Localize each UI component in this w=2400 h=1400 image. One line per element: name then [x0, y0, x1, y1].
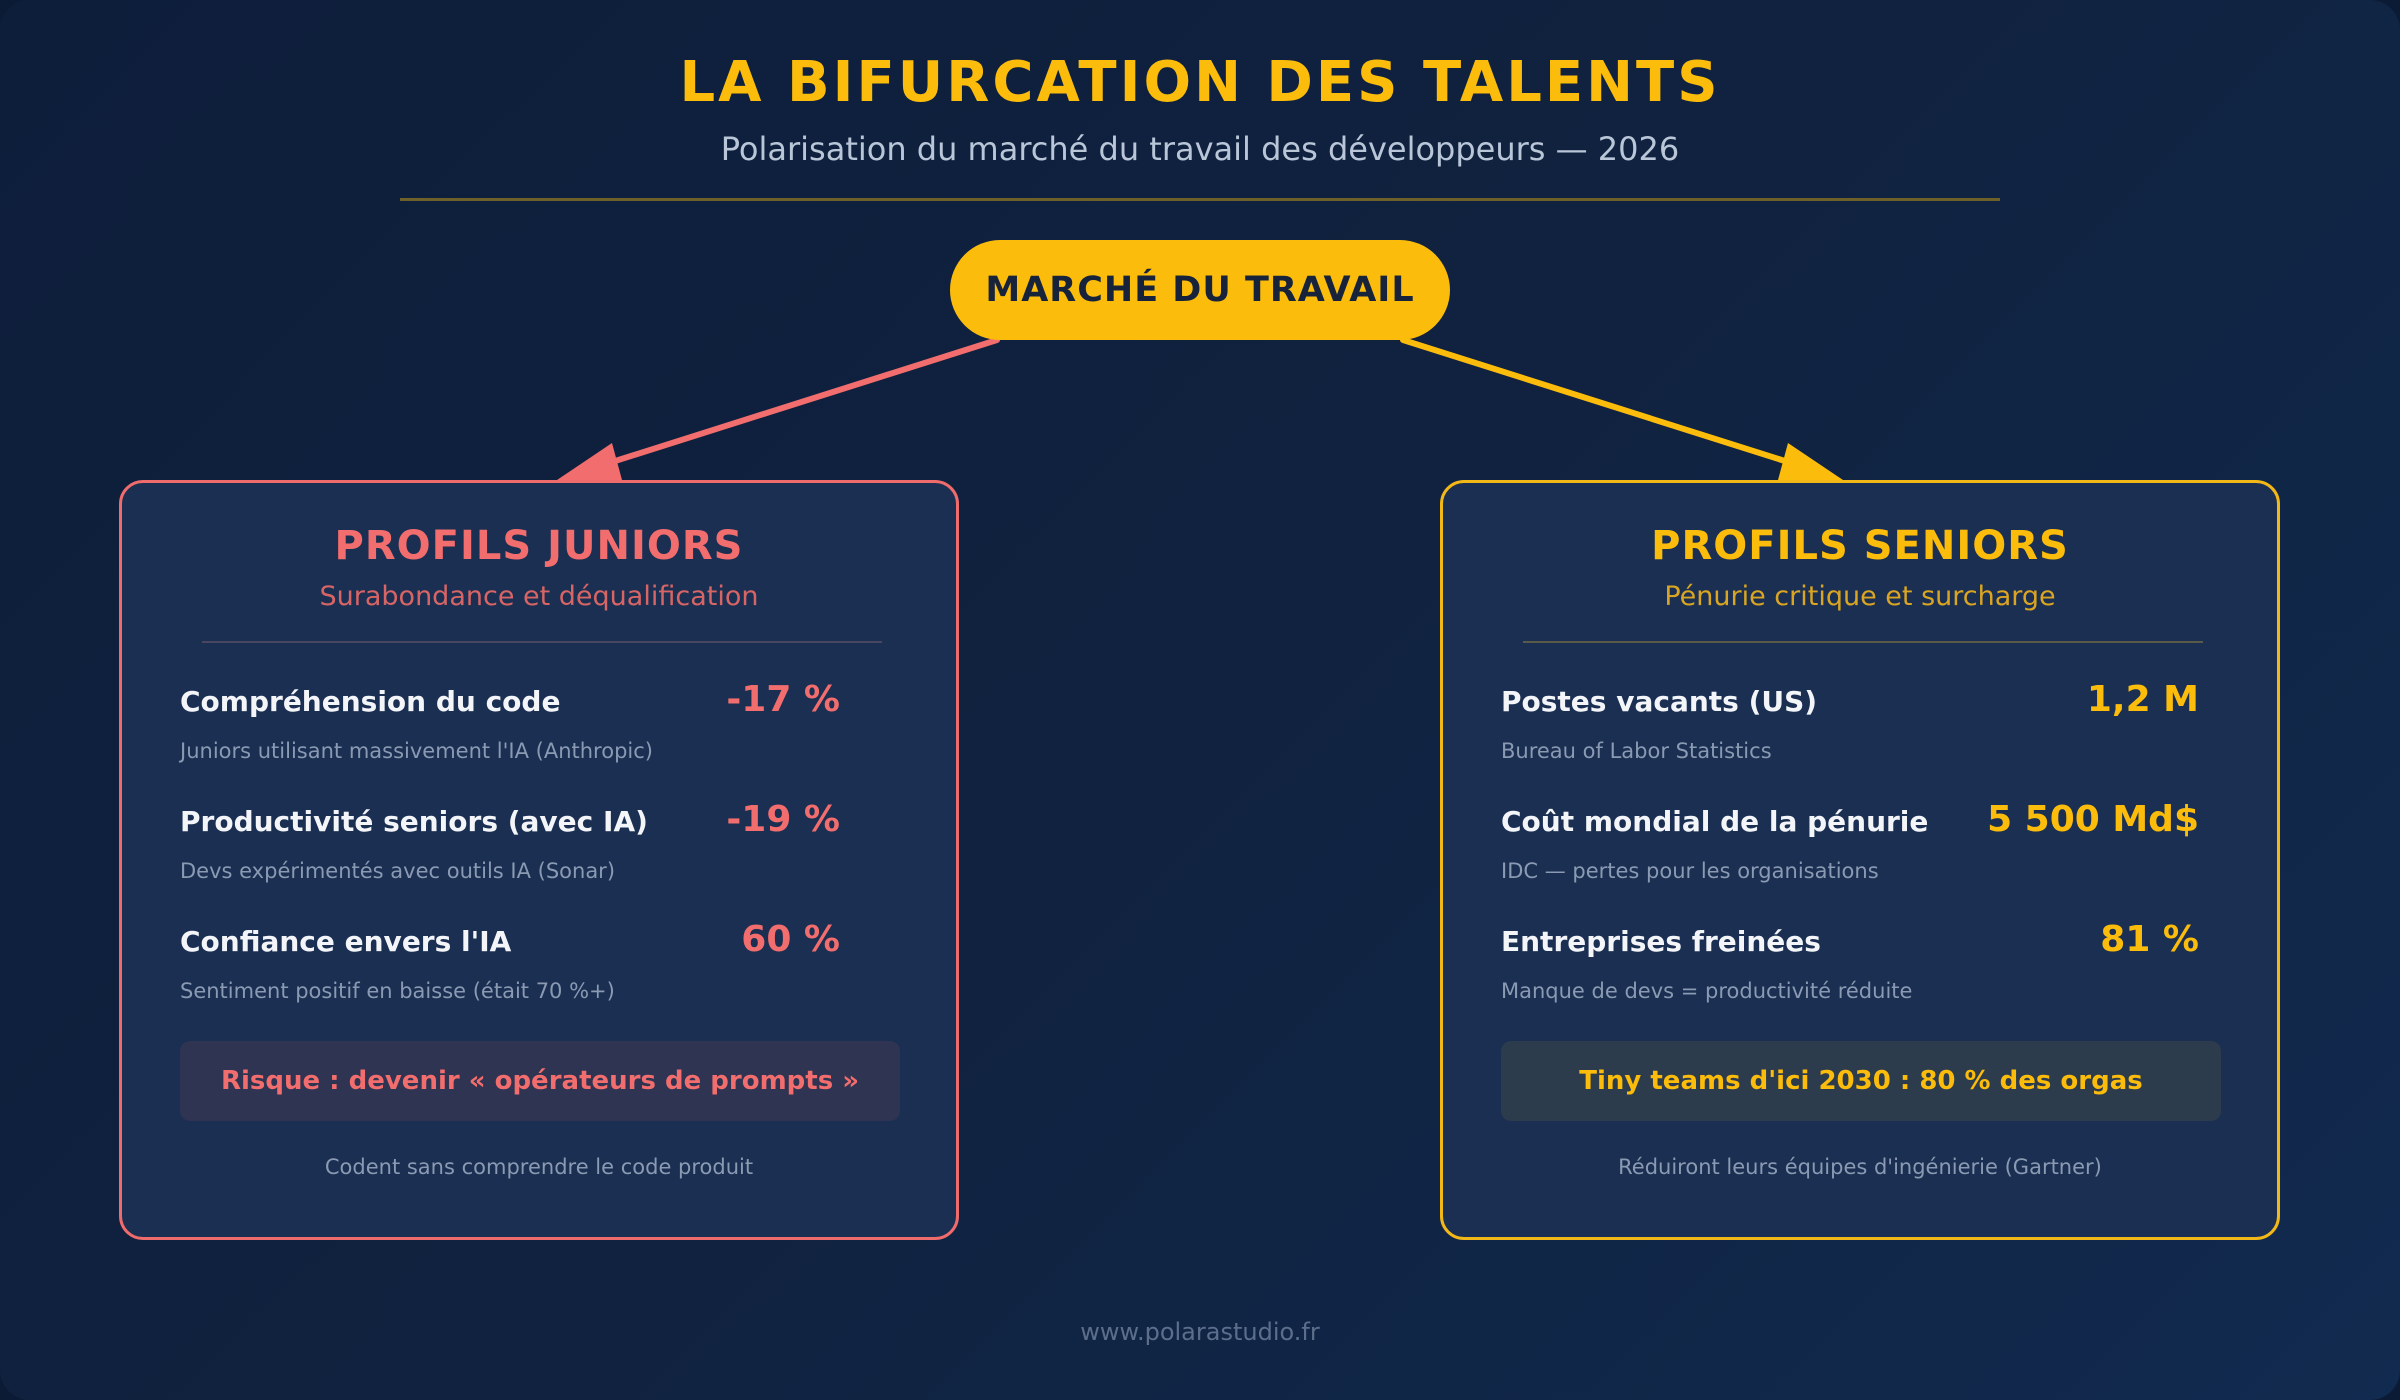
title-divider — [400, 198, 2000, 201]
seniors-metric-note: Bureau of Labor Statistics — [1501, 739, 1772, 763]
seniors-metric-value: 1,2 M — [2086, 679, 2199, 720]
arrow-head-juniors — [557, 443, 622, 480]
seniors-metric-note: IDC — pertes pour les organisations — [1501, 859, 1879, 883]
juniors-card-divider — [202, 641, 882, 643]
seniors-metric-label: Postes vacants (US) — [1501, 685, 1818, 718]
juniors-card-title: PROFILS JUNIORS — [334, 523, 744, 569]
juniors-metric-value: 60 % — [741, 919, 840, 960]
seniors-trend-callout: Tiny teams d'ici 2030 : 80 % des orgas — [1501, 1041, 2221, 1121]
arrow-head-seniors — [1778, 443, 1843, 480]
juniors-metric-note: Sentiment positif en baisse (était 70 %+… — [180, 979, 615, 1003]
seniors-metric-note: Manque de devs = productivité réduite — [1501, 979, 1913, 1003]
seniors-card-subtitle: Pénurie critique et surcharge — [1664, 581, 2056, 612]
juniors-card: PROFILS JUNIORS Surabondance et déqualif… — [119, 480, 959, 1240]
juniors-metric-label: Compréhension du code — [180, 685, 561, 718]
juniors-metric-note: Juniors utilisant massivement l'IA (Anth… — [180, 739, 653, 763]
juniors-callout-note: Codent sans comprendre le code produit — [324, 1155, 754, 1179]
footer-url[interactable]: www.polarastudio.fr — [1080, 1318, 1320, 1346]
seniors-card-title: PROFILS SENIORS — [1651, 523, 2069, 569]
seniors-metric-value: 5 500 Md$ — [1987, 799, 2199, 840]
page-subtitle: Polarisation du marché du travail des dé… — [720, 130, 1680, 168]
seniors-callout-note: Réduiront leurs équipes d'ingénierie (Ga… — [1618, 1155, 2102, 1179]
seniors-card: PROFILS SENIORS Pénurie critique et surc… — [1440, 480, 2280, 1240]
page-title: LA BIFURCATION DES TALENTS — [679, 50, 1721, 115]
seniors-metric-label: Entreprises freinées — [1501, 925, 1821, 958]
juniors-card-subtitle: Surabondance et déqualification — [319, 581, 759, 612]
seniors-metric-label: Coût mondial de la pénurie — [1501, 805, 1929, 838]
seniors-metric-value: 81 % — [2100, 919, 2199, 960]
seniors-card-divider — [1523, 641, 2203, 643]
juniors-risk-callout: Risque : devenir « opérateurs de prompts… — [180, 1041, 900, 1121]
arrow-to-juniors — [609, 337, 1000, 465]
juniors-metric-value: -17 % — [726, 679, 840, 720]
juniors-metric-label: Confiance envers l'IA — [180, 925, 512, 958]
root-node-labour-market: MARCHÉ DU TRAVAIL — [950, 240, 1450, 340]
juniors-metric-note: Devs expérimentés avec outils IA (Sonar) — [180, 859, 616, 883]
arrow-to-seniors — [1400, 337, 1791, 465]
juniors-metric-label: Productivité seniors (avec IA) — [180, 805, 648, 838]
juniors-metric-value: -19 % — [726, 799, 840, 840]
